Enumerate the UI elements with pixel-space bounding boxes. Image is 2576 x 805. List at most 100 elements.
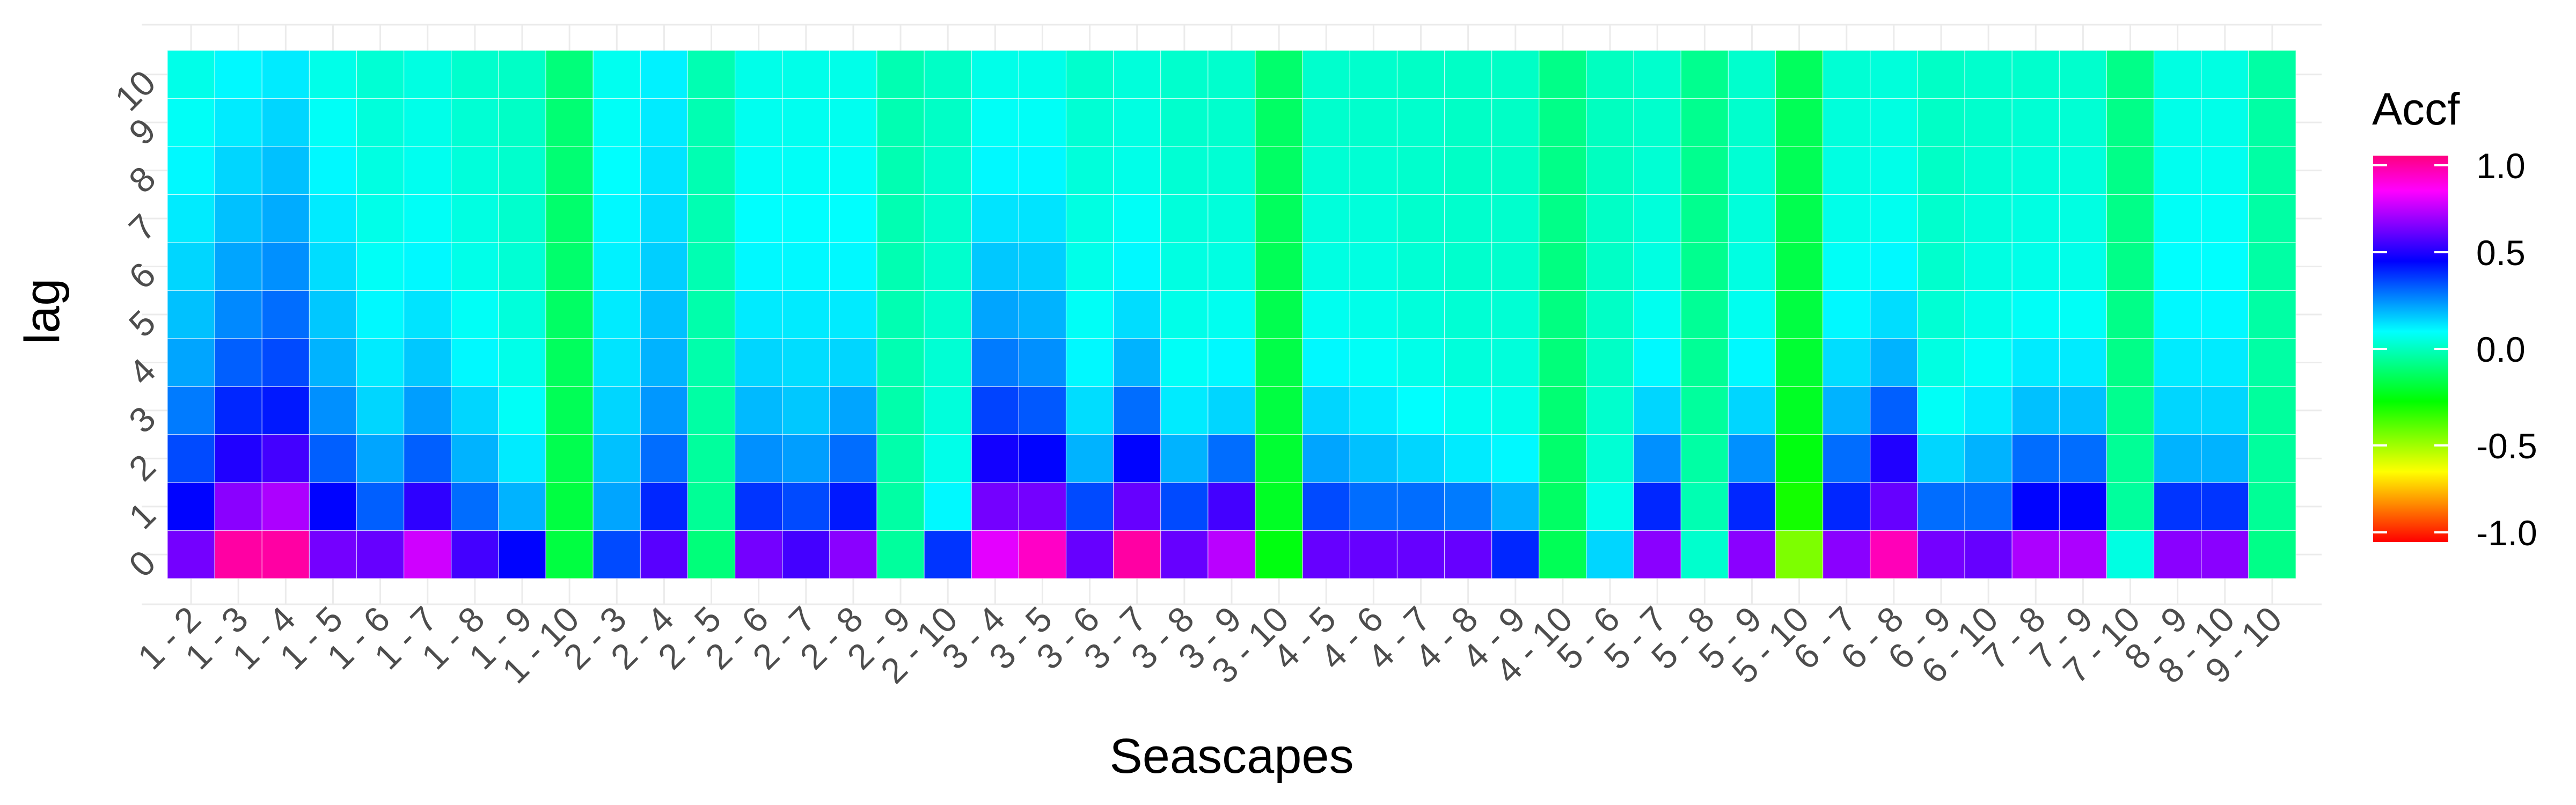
heatmap-cell	[1917, 386, 1965, 435]
heatmap-cell	[2154, 338, 2202, 387]
heatmap-cell	[1728, 194, 1776, 243]
heatmap-cell	[1444, 290, 1492, 339]
heatmap-cell	[1586, 338, 1634, 387]
heatmap-cell	[167, 482, 215, 531]
heatmap-cell	[1870, 98, 1918, 147]
heatmap-cell	[1775, 434, 1824, 483]
heatmap-cell	[1302, 434, 1350, 483]
heatmap-cell	[2248, 386, 2296, 435]
heatmap-cell	[404, 338, 452, 387]
heatmap-cell	[782, 98, 830, 147]
heatmap-cell	[404, 530, 452, 579]
heatmap-cell	[1160, 338, 1209, 387]
heatmap-cell	[2201, 482, 2249, 531]
heatmap-cell	[1113, 194, 1161, 243]
y-tick-label: 9	[121, 111, 163, 152]
heatmap-cell	[1208, 290, 1256, 339]
heatmap-cell	[1255, 386, 1303, 435]
heatmap-cell	[498, 98, 546, 147]
heatmap-cell	[498, 386, 546, 435]
heatmap-cell	[1633, 290, 1681, 339]
legend-ticks: 1.0 0.5 0.0 -0.5 -1.0	[2373, 146, 2537, 553]
y-tick-label: 7	[121, 207, 163, 248]
heatmap-cell	[545, 98, 594, 147]
heatmap-cell	[1349, 338, 1398, 387]
heatmap-cell	[1680, 482, 1729, 531]
heatmap-cell	[167, 386, 215, 435]
heatmap-cell	[1208, 194, 1256, 243]
heatmap-cell	[1160, 530, 1209, 579]
heatmap-cell	[1633, 482, 1681, 531]
heatmap-cell	[734, 482, 783, 531]
heatmap-cell	[1255, 290, 1303, 339]
heatmap-cell	[1065, 482, 1114, 531]
heatmap-cell	[2201, 434, 2249, 483]
heatmap-cell	[1065, 194, 1114, 243]
heatmap-cell	[829, 50, 877, 99]
heatmap-cell	[2106, 386, 2155, 435]
heatmap-cell	[214, 194, 262, 243]
heatmap-cell	[1870, 146, 1918, 195]
heatmap-cell	[1775, 194, 1824, 243]
heatmap-cell	[1539, 482, 1587, 531]
heatmap-cell	[1160, 50, 1209, 99]
heatmap-cell	[924, 194, 972, 243]
heatmap-cell	[971, 482, 1020, 531]
heatmap-cell	[214, 386, 262, 435]
heatmap-cell	[1823, 338, 1871, 387]
heatmap-cell	[2059, 50, 2107, 99]
heatmap-cell	[1823, 386, 1871, 435]
heatmap-cell	[640, 386, 689, 435]
heatmap-cell	[214, 242, 262, 291]
heatmap-cell	[592, 482, 641, 531]
y-tick-label: 5	[121, 303, 163, 345]
heatmap-cell	[640, 242, 689, 291]
heatmap-cell	[1349, 386, 1398, 435]
y-tick-label: 8	[121, 158, 163, 200]
heatmap-cell	[971, 242, 1020, 291]
heatmap-cell	[1396, 194, 1445, 243]
y-tick-label: 0	[121, 543, 163, 584]
heatmap-cell	[1444, 338, 1492, 387]
heatmap-cell	[734, 146, 783, 195]
heatmap-cell	[1065, 146, 1114, 195]
heatmap-cell	[1917, 194, 1965, 243]
heatmap-cell	[2059, 146, 2107, 195]
heatmap-cell	[1539, 194, 1587, 243]
heatmap-cell	[924, 482, 972, 531]
heatmap-cell	[2154, 482, 2202, 531]
heatmap-cell	[876, 530, 925, 579]
heatmap-cell	[2059, 386, 2107, 435]
heatmap-cell	[1065, 530, 1114, 579]
heatmap-cell	[734, 290, 783, 339]
heatmap-cell	[1113, 434, 1161, 483]
heatmap-cell	[404, 146, 452, 195]
heatmap-cell	[1964, 194, 2012, 243]
heatmap-cell	[1823, 146, 1871, 195]
heatmap-cell	[1396, 290, 1445, 339]
heatmap-cell	[451, 98, 499, 147]
heatmap-cell	[1444, 98, 1492, 147]
legend-tick-label: -0.5	[2476, 426, 2537, 466]
heatmap-cell	[261, 242, 310, 291]
heatmap-cell	[309, 386, 357, 435]
heatmap-cell	[1870, 242, 1918, 291]
heatmap-cell	[1065, 386, 1114, 435]
heatmap-cell	[498, 242, 546, 291]
heatmap-cell	[1917, 434, 1965, 483]
heatmap-cell	[1775, 482, 1824, 531]
heatmap-cell	[687, 482, 736, 531]
heatmap-cell	[1396, 98, 1445, 147]
heatmap-cell	[1586, 146, 1634, 195]
heatmap-cell	[545, 530, 594, 579]
heatmap-cell	[498, 434, 546, 483]
heatmap-cell	[2059, 530, 2107, 579]
heatmap-cell	[1396, 50, 1445, 99]
heatmap-cell	[167, 146, 215, 195]
heatmap-cell	[1680, 242, 1729, 291]
heatmap-cell	[1160, 386, 1209, 435]
heatmap-cell	[971, 146, 1020, 195]
heatmap-cell	[1917, 482, 1965, 531]
heatmap-cell	[1160, 146, 1209, 195]
heatmap-cell	[1539, 434, 1587, 483]
